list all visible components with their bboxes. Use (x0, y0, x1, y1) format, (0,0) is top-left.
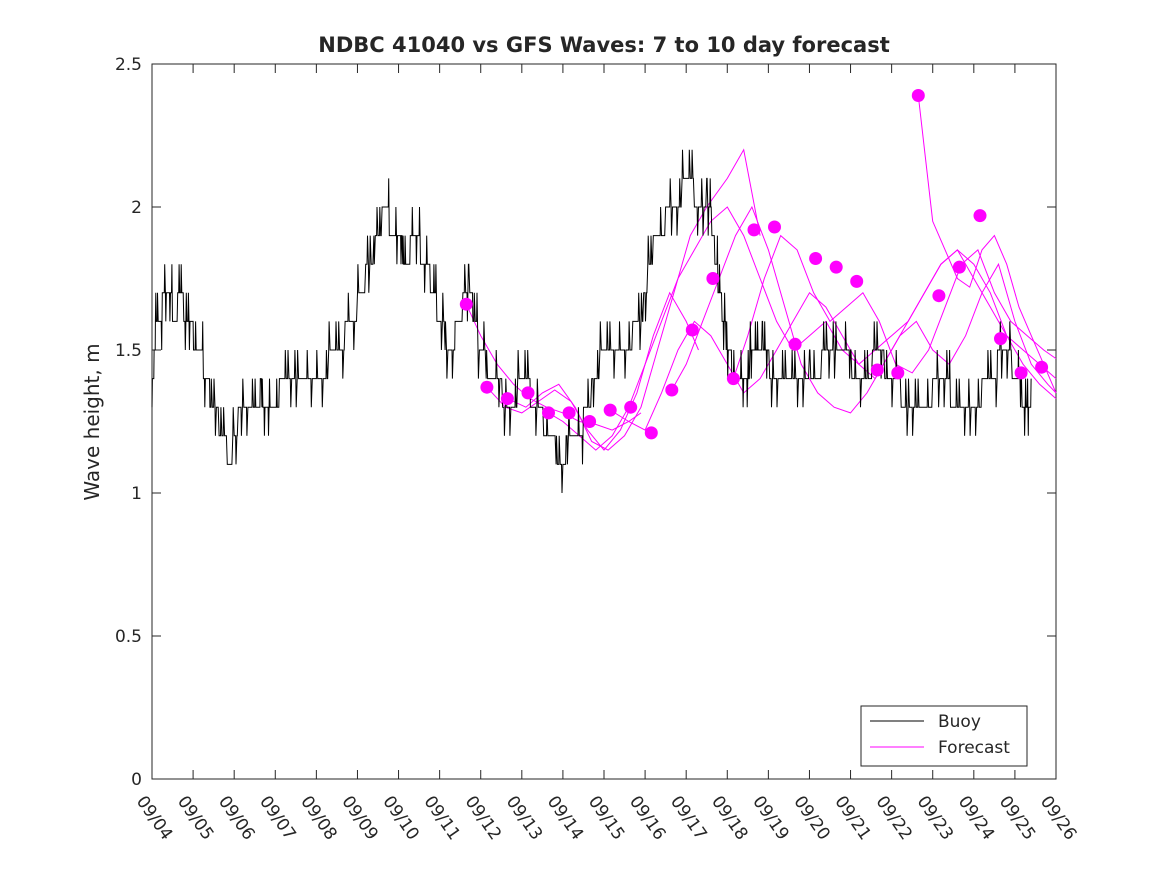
forecast-marker (665, 383, 679, 397)
forecast-marker (644, 426, 658, 440)
legend: Buoy Forecast (860, 705, 1028, 767)
forecast-marker (788, 337, 802, 351)
forecast-marker (850, 274, 864, 288)
forecast-marker (891, 366, 905, 380)
forecast-series-line (486, 291, 699, 451)
forecast-series-line (465, 303, 642, 431)
forecast-marker (809, 252, 823, 265)
forecast-marker (459, 297, 473, 311)
forecast-marker (726, 372, 740, 386)
forecast-marker (829, 260, 843, 274)
forecast-marker (870, 363, 884, 377)
buoy-line (151, 149, 1032, 494)
forecast-series-line (507, 148, 761, 451)
chart-title: NDBC 41040 vs GFS Waves: 7 to 10 day for… (318, 33, 889, 57)
y-axis-label: Wave height, m (80, 343, 104, 500)
forecast-marker (562, 406, 576, 420)
forecast-marker (480, 380, 494, 394)
forecast-marker (500, 392, 514, 406)
forecast-marker-group (459, 89, 1049, 440)
y-tick-label: 1 (131, 484, 142, 504)
forecast-marker (624, 400, 638, 414)
forecast-marker (542, 406, 555, 420)
y-tick-label: 2 (131, 198, 142, 218)
y-tick-label: 0.5 (115, 627, 142, 647)
legend-box (860, 705, 1028, 767)
forecast-marker (952, 260, 966, 274)
legend-buoy-label: Buoy (938, 712, 981, 732)
y-axis-ticks: 0 0.5 1 1.5 2 2.5 (115, 55, 1056, 790)
forecast-marker (706, 272, 720, 285)
forecast-marker (747, 223, 761, 237)
y-tick-label: 0 (131, 770, 142, 790)
forecast-marker (994, 332, 1007, 346)
y-tick-label: 2.5 (115, 55, 142, 75)
forecast-series-line (671, 205, 1057, 414)
y-tick-label: 1.5 (115, 341, 142, 361)
forecast-marker (911, 89, 925, 102)
forecast-series-line (917, 95, 1057, 394)
forecast-marker (1014, 366, 1028, 380)
buoy-series-group (151, 149, 1032, 494)
forecast-marker (685, 323, 699, 337)
forecast-marker (1035, 360, 1049, 374)
forecast-marker (768, 220, 781, 234)
forecast-marker (973, 209, 987, 223)
forecast-marker (521, 386, 535, 400)
legend-forecast-label: Forecast (938, 738, 1010, 758)
forecast-marker (932, 289, 946, 303)
forecast-marker (583, 415, 597, 428)
forecast-marker (603, 403, 617, 417)
